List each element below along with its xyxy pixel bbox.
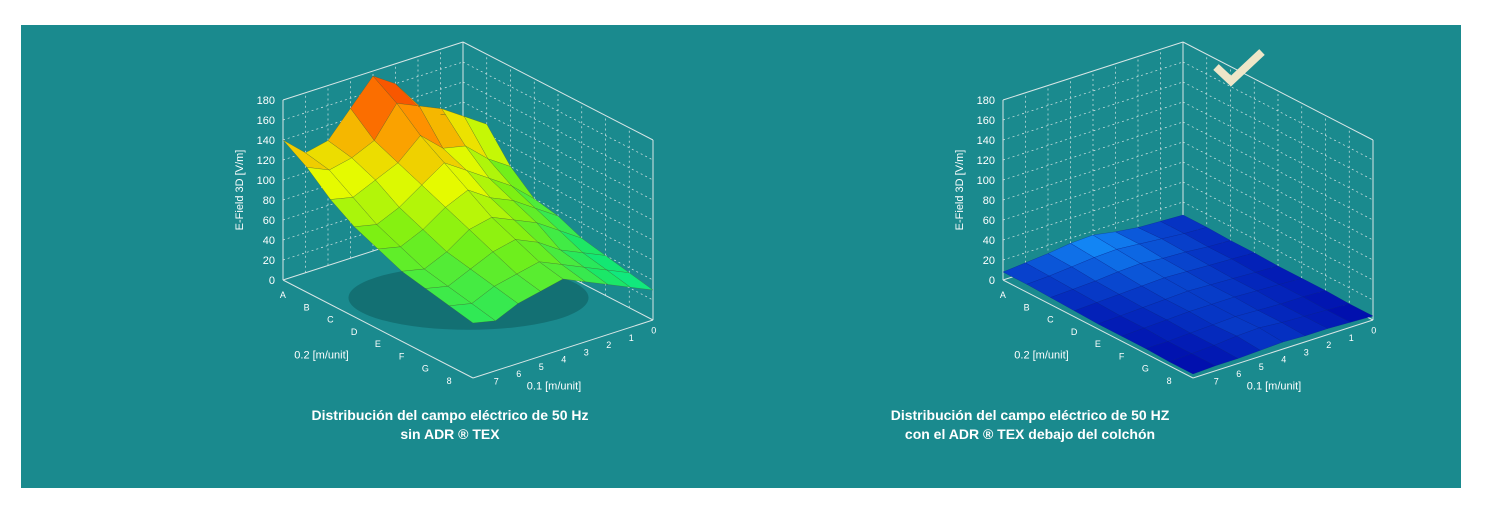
- z-axis-label: E-Field 3D [V/m]: [234, 150, 246, 231]
- col-tick-label: 5: [539, 362, 544, 372]
- col-tick-label: 0: [651, 326, 656, 336]
- z-tick-label: 80: [263, 195, 275, 207]
- row-tick-label: E: [375, 339, 381, 349]
- row-tick-label: F: [1119, 351, 1125, 361]
- grid-line: [1002, 121, 1184, 181]
- axis-edge: [1182, 41, 1374, 141]
- z-tick-label: 160: [257, 115, 275, 127]
- grid-line: [1002, 141, 1184, 201]
- z-tick-label: 180: [257, 95, 275, 107]
- cols-axis-label: 0.1 [m/unit]: [527, 381, 581, 393]
- z-tick-label: 40: [263, 235, 275, 247]
- grid-line: [282, 161, 464, 221]
- grid-line: [1002, 161, 1184, 221]
- col-tick-label: 7: [1214, 376, 1219, 386]
- caption-without-adr-line2: sin ADR ® TEX: [400, 426, 500, 442]
- surface: [1002, 214, 1374, 375]
- z-tick-label: 180: [977, 95, 995, 107]
- row-tick-label: 8: [1167, 376, 1172, 386]
- content-panel: 0 20 40 60 80 100 120 140 160 180 A B C D E F G 8 0 1 2 3 4 5 6 7…: [21, 25, 1461, 488]
- axis-edge: [282, 41, 464, 101]
- row-tick-label: C: [1047, 315, 1054, 325]
- surface-chart-with-adr: 020406080100120140160180ABCDEFG801234567…: [954, 41, 1376, 393]
- z-tick-label: 140: [977, 135, 995, 147]
- surface: [282, 75, 654, 324]
- row-tick-label: F: [399, 351, 405, 361]
- z-tick-label: 80: [983, 195, 995, 207]
- z-tick-label: 140: [257, 135, 275, 147]
- row-tick-label: G: [422, 364, 429, 374]
- axis-edge: [1192, 319, 1374, 379]
- row-tick-label: A: [1000, 290, 1006, 300]
- grid-line: [282, 181, 464, 241]
- z-axis-label: E-Field 3D [V/m]: [954, 150, 966, 231]
- axis-edge: [462, 41, 654, 141]
- z-tick-label: 40: [983, 235, 995, 247]
- z-tick-label: 60: [983, 215, 995, 227]
- col-tick-label: 6: [516, 369, 521, 379]
- row-tick-label: 8: [447, 376, 452, 386]
- rows-axis-label: 0.2 [m/unit]: [1014, 349, 1068, 361]
- surface-cell: [1326, 303, 1374, 323]
- col-tick-label: 2: [1326, 340, 1331, 350]
- grid-line: [1002, 201, 1184, 261]
- checkmark-icon: [1213, 49, 1265, 87]
- col-tick-label: 3: [1304, 347, 1309, 357]
- row-tick-label: B: [304, 302, 310, 312]
- row-tick-label: G: [1142, 364, 1149, 374]
- surface-cell: [605, 269, 654, 291]
- grid-line: [282, 61, 464, 121]
- col-tick-label: 1: [629, 333, 634, 343]
- row-tick-label: D: [1071, 327, 1078, 337]
- axis-edge: [1002, 41, 1184, 101]
- z-tick-label: 100: [257, 175, 275, 187]
- z-tick-label: 20: [983, 255, 995, 267]
- col-tick-label: 0: [1371, 326, 1376, 336]
- grid-line: [282, 201, 464, 261]
- col-tick-label: 3: [584, 347, 589, 357]
- z-tick-label: 0: [989, 275, 995, 287]
- z-tick-label: 20: [263, 255, 275, 267]
- axis-edge: [472, 319, 654, 379]
- z-tick-label: 0: [269, 275, 275, 287]
- z-tick-label: 120: [977, 155, 995, 167]
- grid-line: [282, 81, 464, 141]
- col-tick-label: 7: [494, 376, 499, 386]
- caption-with-adr: Distribución del campo eléctrico de 50 H…: [810, 406, 1250, 444]
- rows-axis-label: 0.2 [m/unit]: [294, 349, 348, 361]
- row-tick-label: E: [1095, 339, 1101, 349]
- grid-line: [1002, 181, 1184, 241]
- row-tick-label: B: [1024, 302, 1030, 312]
- z-tick-label: 60: [263, 215, 275, 227]
- grid-line: [1002, 81, 1184, 141]
- grid-line: [282, 141, 464, 201]
- grid-line: [1002, 61, 1184, 121]
- z-tick-label: 160: [977, 115, 995, 127]
- row-tick-label: D: [351, 327, 358, 337]
- col-tick-label: 1: [1349, 333, 1354, 343]
- chart-axes: 020406080100120140160180ABCDEFG801234567…: [954, 41, 1376, 393]
- col-tick-label: 5: [1259, 362, 1264, 372]
- caption-without-adr-line1: Distribución del campo eléctrico de 50 H…: [311, 407, 589, 423]
- row-tick-label: C: [327, 315, 334, 325]
- col-tick-label: 4: [1281, 355, 1286, 365]
- z-tick-label: 100: [977, 175, 995, 187]
- surface-chart-without-adr: 020406080100120140160180ABCDEFG801234567…: [234, 41, 656, 393]
- cols-axis-label: 0.1 [m/unit]: [1247, 381, 1301, 393]
- row-tick-label: A: [280, 290, 286, 300]
- axis-edge: [1002, 279, 1194, 379]
- caption-with-adr-line1: Distribución del campo eléctrico de 50 H…: [890, 407, 1170, 423]
- axis-edge: [282, 279, 474, 379]
- caption-with-adr-line2: con el ADR ® TEX debajo del colchón: [904, 426, 1156, 442]
- col-tick-label: 2: [606, 340, 611, 350]
- z-tick-label: 120: [257, 155, 275, 167]
- grid-line: [1002, 101, 1184, 161]
- col-tick-label: 6: [1236, 369, 1241, 379]
- caption-without-adr: Distribución del campo eléctrico de 50 H…: [230, 406, 670, 444]
- col-tick-label: 4: [561, 355, 566, 365]
